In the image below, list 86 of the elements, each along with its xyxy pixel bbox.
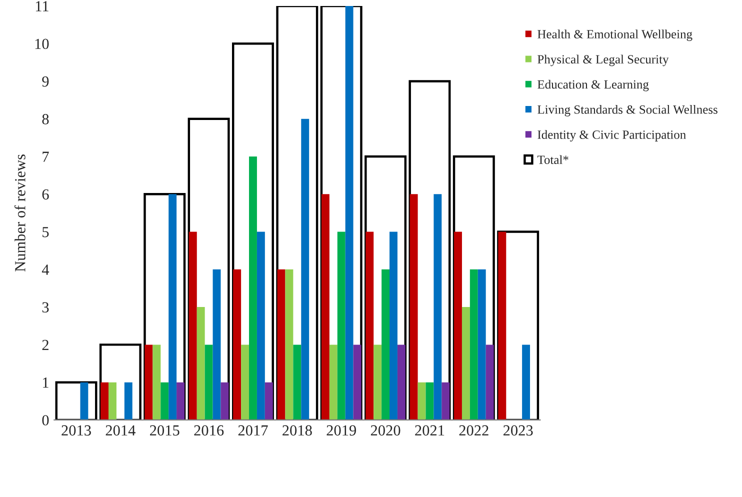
y-tick-label: 0 — [42, 415, 49, 426]
bar — [397, 344, 406, 420]
y-tick-label: 2 — [42, 340, 48, 350]
y-tick-label: 4 — [42, 264, 50, 275]
bar — [454, 232, 462, 420]
bar — [486, 344, 494, 420]
bar — [277, 269, 286, 420]
x-tick-label: 2013 — [62, 425, 91, 436]
legend-label: Physical & Legal Security — [538, 54, 669, 66]
bar — [99, 344, 142, 420]
bar — [478, 269, 486, 420]
bar — [168, 194, 177, 420]
bar — [522, 344, 530, 420]
bar — [337, 232, 346, 420]
bar — [276, 6, 318, 420]
bar — [366, 232, 374, 420]
legend-label: Identity & Civic Participation — [538, 130, 686, 142]
legend-label: Education & Learning — [538, 80, 649, 92]
bar — [256, 232, 265, 420]
bar — [364, 155, 407, 420]
bar — [462, 307, 470, 420]
y-tick-label: 8 — [42, 114, 49, 124]
bar — [418, 382, 426, 420]
bar — [285, 269, 294, 420]
x-tick-label: 2020 — [370, 425, 400, 436]
bar — [188, 118, 230, 420]
x-tick-label: 2019 — [326, 425, 356, 436]
x-tick-label: 2018 — [282, 425, 312, 436]
bar — [442, 382, 450, 420]
bar — [144, 344, 153, 420]
legend-label: Health & Emotional Wellbeing — [538, 30, 692, 42]
bar — [176, 382, 185, 420]
x-tick-label: 2017 — [238, 425, 268, 436]
bar — [408, 80, 451, 420]
bar — [100, 382, 109, 420]
bar — [374, 344, 382, 420]
bar — [249, 156, 257, 420]
bar — [345, 6, 354, 420]
y-tick-label: 11 — [36, 1, 48, 12]
bar — [293, 344, 302, 420]
bar — [80, 382, 88, 420]
bar — [264, 382, 273, 420]
y-tick-label: 5 — [42, 227, 49, 238]
bar — [301, 118, 310, 420]
bar — [232, 42, 274, 420]
bar — [220, 382, 229, 420]
x-tick-label: 2016 — [194, 425, 224, 436]
bar — [390, 232, 398, 420]
bar — [152, 344, 161, 420]
legend-label: Total* — [537, 155, 568, 164]
bar — [108, 382, 116, 420]
bar — [196, 307, 205, 420]
bar — [188, 232, 197, 420]
bar — [382, 269, 390, 420]
y-tick-label: 10 — [35, 38, 49, 50]
bar — [233, 269, 242, 420]
bar — [241, 344, 250, 420]
legend-label: Living Standards & Social Wellness — [538, 104, 718, 116]
bar — [497, 230, 540, 420]
x-tick-label: 2015 — [150, 425, 180, 436]
bar — [212, 269, 221, 420]
y-tick-label: 1 — [43, 378, 48, 388]
y-tick-label: 3 — [42, 302, 49, 313]
bar — [470, 269, 478, 420]
bar — [329, 344, 338, 420]
bar — [320, 6, 362, 420]
y-tick-label: 9 — [42, 76, 49, 87]
bar — [498, 232, 506, 420]
bar — [353, 344, 362, 420]
y-tick-label: 6 — [42, 189, 49, 200]
x-tick-label: 2014 — [106, 425, 136, 436]
x-tick-label: 2021 — [415, 425, 444, 436]
y-axis-title: Number of reviews — [14, 154, 26, 272]
y-tick-label: 7 — [42, 152, 49, 162]
bar — [160, 382, 169, 420]
bar — [144, 193, 186, 420]
bar — [426, 382, 434, 420]
bar — [55, 381, 98, 420]
bar — [452, 155, 495, 420]
x-tick-label: 2023 — [503, 425, 533, 436]
bar — [204, 344, 213, 420]
bar — [410, 194, 418, 420]
x-tick-label: 2022 — [459, 425, 488, 436]
bar — [321, 194, 330, 420]
bar — [434, 194, 442, 420]
bar — [124, 382, 132, 420]
